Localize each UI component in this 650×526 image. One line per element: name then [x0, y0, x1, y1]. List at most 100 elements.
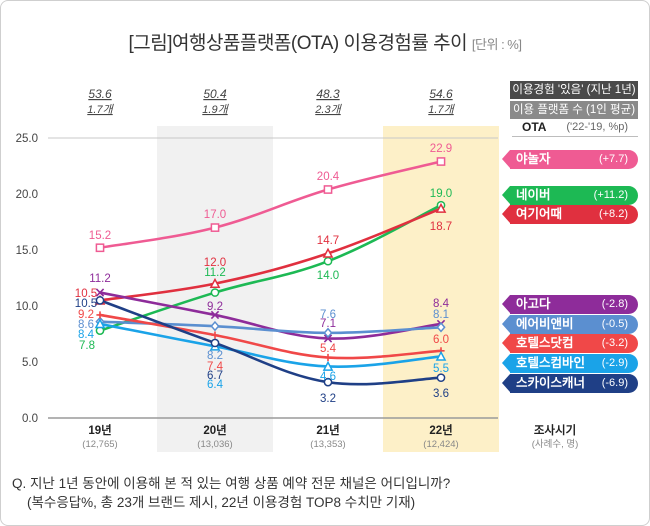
- sample-size-label: (13,036): [197, 439, 232, 450]
- marker-에어비앤비: [323, 327, 333, 339]
- marker-아고다: [323, 334, 333, 343]
- legend-item-change: (-2.8): [601, 298, 628, 310]
- legend-item-name: 네이버: [516, 188, 551, 202]
- data-label: 6.7: [207, 370, 223, 382]
- marker-네이버: [210, 288, 220, 297]
- legend-item-name: 호텔스컴바인: [516, 356, 586, 370]
- legend-item-change: (-2.9): [601, 357, 628, 369]
- data-label: 3.6: [433, 388, 449, 400]
- marker-호텔스닷컴: [324, 353, 332, 362]
- x-axis-title: 조사시기: [534, 423, 576, 437]
- marker-호텔스닷컴: [96, 311, 104, 319]
- chart-title: [그림]여행상품플랫폼(OTA) 이용경험률 추이 [단위 : %]: [0, 28, 650, 55]
- marker-여기어때: [435, 202, 447, 213]
- series-line-스카이스캐너: [98, 299, 443, 386]
- data-label: 7.1: [320, 318, 336, 330]
- data-label: 5.5: [433, 363, 449, 375]
- series-line-호텔스닷컴: [98, 313, 443, 360]
- x-tick-label: 19년: [88, 423, 111, 437]
- marker-야놀자: [95, 243, 105, 253]
- marker-스카이스캐너: [436, 373, 446, 383]
- data-label: 22.9: [430, 143, 452, 155]
- ota-label: OTA: [522, 120, 547, 134]
- marker-스카이스캐너: [210, 338, 220, 348]
- data-label: 8.1: [433, 309, 449, 321]
- y-tick-label: 15.0: [16, 245, 38, 257]
- data-label: 3.2: [320, 393, 336, 405]
- data-label: 6.4: [207, 379, 224, 391]
- marker-여기어때: [322, 247, 334, 258]
- footnote-question: Q. 지난 1년 동안에 이용해 본 적 있는 여행 상품 예약 전문 채널은 …: [12, 476, 451, 491]
- title-main: [그림]여행상품플랫폼(OTA) 이용경험률 추이: [128, 33, 468, 54]
- y-tick-label: 25.0: [16, 133, 38, 145]
- experience-rate-label: 48.3: [316, 87, 340, 101]
- legend-header-experience-label: 이용경험 '있음' (지난 1년): [512, 84, 636, 96]
- legend-item: 에어비앤비 (-0.5): [502, 315, 638, 334]
- data-label: 7.8: [79, 340, 95, 352]
- legend-item: 호텔스컴바인 (-2.9): [502, 354, 638, 373]
- footnote-note: (복수응답%, 총 23개 브랜드 제시, 22년 이용경험 TOP8 수치만 …: [27, 495, 416, 510]
- column-highlight-22년: [383, 126, 499, 452]
- series-line-야놀자: [98, 160, 443, 250]
- data-label: 11.2: [204, 267, 226, 279]
- legend-item-change: (+8.2): [598, 208, 628, 220]
- data-label: 8.6: [78, 319, 94, 331]
- y-tick-label: 0.0: [22, 413, 38, 425]
- platforms-label: 1.7개: [428, 103, 455, 116]
- marker-네이버: [323, 256, 333, 266]
- marker-호텔스닷컴: [211, 331, 219, 339]
- marker-스카이스캐너: [323, 377, 333, 387]
- legend-header-experience: 이용경험 '있음' (지난 1년): [510, 81, 638, 99]
- legend-item-change: (+11.2): [593, 189, 628, 201]
- series-line-네이버: [98, 203, 443, 332]
- series-line-여기어때: [98, 207, 443, 302]
- legend-item-change: (-3.2): [601, 337, 628, 349]
- data-label: 19.0: [430, 188, 452, 200]
- data-label: 20.4: [317, 171, 340, 183]
- legend-header-platforms-label: 이용 플랫폼 수 (1인 평균): [512, 104, 636, 116]
- series-line-호텔스컴바인: [98, 322, 443, 368]
- data-label: 14.0: [317, 270, 339, 282]
- legend-item-change: (+7.7): [598, 153, 628, 165]
- platforms-label: 1.9개: [202, 103, 229, 116]
- ota-change-label: ('22-'19, %p): [566, 121, 628, 133]
- legend-item: 아고다 (-2.8): [502, 295, 638, 314]
- data-label: 9.2: [207, 301, 223, 313]
- data-label: 15.2: [89, 230, 111, 242]
- experience-rate-label: 54.6: [429, 87, 453, 101]
- legend-item: 여기어때 (+8.2): [502, 205, 638, 224]
- legend-item-name: 에어비앤비: [516, 317, 574, 331]
- sample-size-label: (12,424): [423, 439, 458, 450]
- legend-item-name: 아고다: [516, 297, 551, 311]
- platforms-label: 1.7개: [87, 103, 114, 116]
- sample-size-label: (12,765): [82, 439, 117, 450]
- legend-item: 야놀자 (+7.7): [502, 150, 638, 169]
- marker-호텔스컴바인: [322, 360, 334, 371]
- data-label: 10.5: [75, 288, 97, 300]
- legend-item: 네이버 (+11.2): [502, 186, 638, 205]
- experience-rate-label: 53.6: [88, 87, 112, 101]
- data-label: 9.2: [78, 309, 94, 321]
- marker-호텔스컴바인: [435, 350, 447, 361]
- footnote: Q. 지난 1년 동안에 이용해 본 적 있는 여행 상품 예약 전문 채널은 …: [12, 474, 450, 512]
- marker-스카이스캐너: [95, 296, 105, 305]
- data-label: 8.4: [433, 298, 450, 310]
- marker-야놀자: [436, 157, 446, 166]
- marker-야놀자: [323, 185, 333, 194]
- experience-rate-label: 50.4: [203, 87, 227, 101]
- legend-item-change: (-0.5): [601, 318, 628, 330]
- marker-에어비앤비: [436, 322, 446, 333]
- x-tick-label: 22년: [429, 423, 452, 437]
- x-axis-subtitle: (사례수, 명): [532, 439, 579, 450]
- data-label: 7.4: [207, 361, 224, 373]
- legend-item-name: 야놀자: [516, 152, 551, 166]
- marker-아고다: [95, 288, 105, 297]
- data-label: 5.4: [320, 343, 337, 355]
- legend-item: 호텔스닷컴 (-3.2): [502, 334, 638, 353]
- x-tick-label: 21년: [316, 423, 339, 437]
- title-unit: [단위 : %]: [471, 37, 522, 52]
- legend-ota-row: OTA ('22-'19, %p): [512, 118, 638, 137]
- marker-여기어때: [209, 277, 221, 288]
- sample-size-label: (13,353): [310, 439, 345, 450]
